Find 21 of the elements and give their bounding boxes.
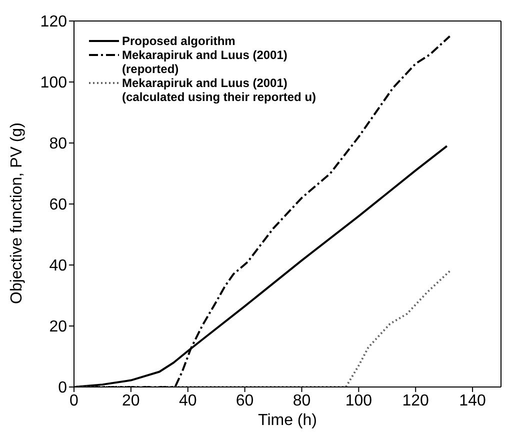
y-tick-label: 20 bbox=[49, 318, 68, 336]
x-tick-label: 40 bbox=[178, 392, 197, 410]
x-tick-label: 80 bbox=[292, 392, 311, 410]
x-tick-label: 0 bbox=[70, 392, 79, 410]
x-tick-label: 60 bbox=[236, 392, 254, 410]
y-tick-label: 0 bbox=[58, 380, 68, 397]
x-tick-label: 120 bbox=[402, 392, 430, 410]
y-tick-label: 60 bbox=[49, 196, 68, 214]
legend-label: Proposed algorithm bbox=[122, 34, 236, 48]
x-axis-title: Time (h) bbox=[258, 412, 317, 429]
x-tick-label: 140 bbox=[459, 392, 486, 410]
y-tick-label: 80 bbox=[49, 136, 68, 153]
y-tick-label: 120 bbox=[40, 14, 68, 31]
x-tick-label: 100 bbox=[345, 392, 372, 410]
legend-label: Mekarapiruk and Luus (2001) (reported) bbox=[122, 48, 288, 76]
legend-label: Mekarapiruk and Luus (2001) (calculated using their reported u) bbox=[122, 76, 318, 104]
y-axis-title: Objective function, PV (g) bbox=[8, 122, 26, 304]
y-tick-label: 100 bbox=[40, 74, 68, 92]
line-series bbox=[74, 270, 451, 387]
y-tick-label: 40 bbox=[49, 258, 68, 275]
x-tick-label: 20 bbox=[122, 392, 140, 410]
